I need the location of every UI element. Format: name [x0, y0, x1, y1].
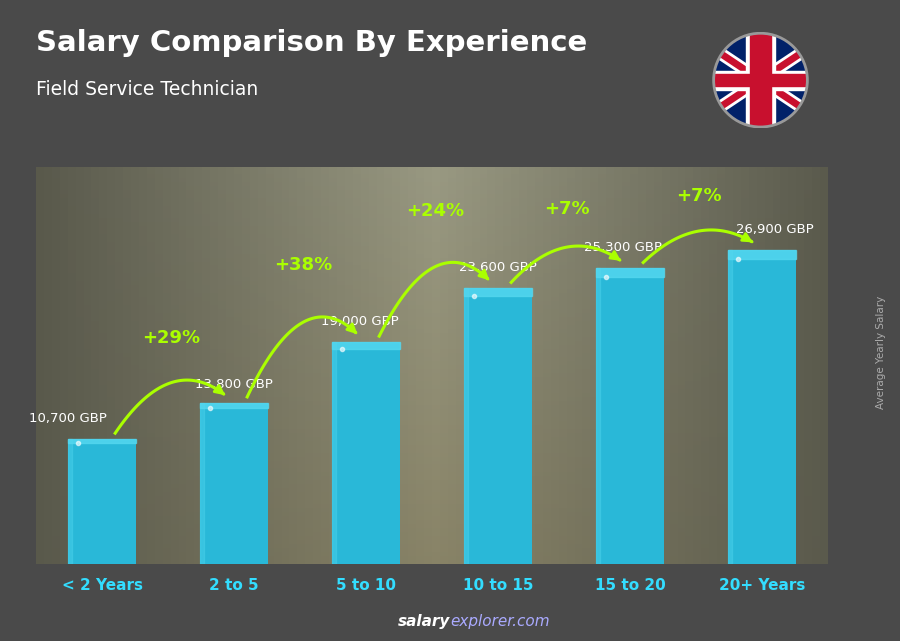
- Text: +7%: +7%: [544, 200, 590, 218]
- Bar: [332, 342, 400, 564]
- Bar: [68, 439, 136, 443]
- Bar: [728, 249, 796, 259]
- Bar: [688, 71, 832, 90]
- Text: salary: salary: [398, 615, 450, 629]
- Bar: [332, 342, 336, 564]
- Text: +24%: +24%: [406, 203, 464, 221]
- Text: Average Yearly Salary: Average Yearly Salary: [877, 296, 886, 409]
- Text: Salary Comparison By Experience: Salary Comparison By Experience: [36, 29, 587, 57]
- Bar: [746, 32, 775, 128]
- Text: 23,600 GBP: 23,600 GBP: [459, 261, 537, 274]
- Text: 25,300 GBP: 25,300 GBP: [584, 241, 662, 254]
- Text: +38%: +38%: [274, 256, 332, 274]
- Bar: [728, 249, 732, 564]
- Bar: [68, 439, 72, 564]
- Bar: [332, 342, 400, 349]
- Bar: [464, 288, 468, 564]
- Text: Field Service Technician: Field Service Technician: [36, 80, 258, 99]
- Text: 19,000 GBP: 19,000 GBP: [320, 315, 399, 328]
- Bar: [200, 403, 268, 564]
- Bar: [728, 249, 796, 564]
- Bar: [464, 288, 532, 297]
- Bar: [464, 288, 532, 564]
- Text: +7%: +7%: [677, 187, 722, 205]
- Bar: [68, 439, 136, 564]
- Text: 26,900 GBP: 26,900 GBP: [736, 222, 814, 236]
- Text: 10,700 GBP: 10,700 GBP: [29, 412, 106, 425]
- Text: +29%: +29%: [142, 329, 201, 347]
- Text: explorer.com: explorer.com: [450, 615, 550, 629]
- Bar: [200, 403, 203, 564]
- Bar: [596, 269, 599, 564]
- Bar: [596, 269, 664, 277]
- Bar: [688, 74, 832, 86]
- Bar: [200, 403, 268, 408]
- Text: 13,800 GBP: 13,800 GBP: [195, 378, 273, 391]
- Bar: [596, 269, 664, 564]
- Bar: [750, 32, 771, 128]
